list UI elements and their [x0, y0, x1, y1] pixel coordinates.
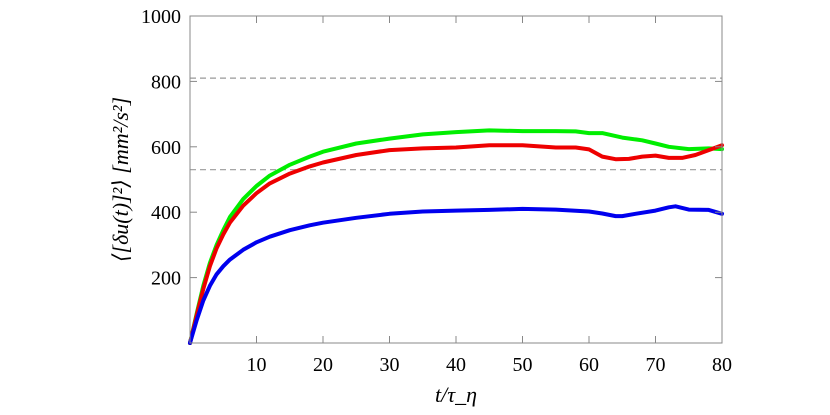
x-tick-label: 40 — [446, 354, 466, 376]
y-tick-label: 600 — [151, 137, 181, 159]
x-tick-label: 80 — [712, 354, 732, 376]
x-tick-label: 70 — [646, 354, 666, 376]
y-tick-label: 800 — [151, 71, 181, 93]
y-tick-label: 200 — [151, 268, 181, 290]
ticks — [190, 15, 723, 343]
series-line-3 — [188, 204, 724, 345]
y-axis-label: ⟨[δu(t)]²⟩ [mm²/s²] — [108, 97, 133, 262]
x-tick-label: 30 — [380, 354, 400, 376]
reference-lines — [190, 77, 722, 171]
y-tick-label: 400 — [151, 202, 181, 224]
x-tick-label: 10 — [247, 354, 267, 376]
x-tick-label: 60 — [579, 354, 599, 376]
series-line-2 — [188, 143, 724, 345]
x-tick-label: 50 — [513, 354, 533, 376]
series-layer — [188, 128, 724, 345]
x-tick-label: 20 — [313, 354, 333, 376]
tick-labels: 10 20 30 40 50 60 70 80 200 400 600 800 1000 — [141, 6, 732, 376]
y-tick-label: 1000 — [141, 6, 181, 28]
plot-frame — [189, 15, 723, 344]
x-axis-label: t/τ_η — [435, 382, 477, 407]
